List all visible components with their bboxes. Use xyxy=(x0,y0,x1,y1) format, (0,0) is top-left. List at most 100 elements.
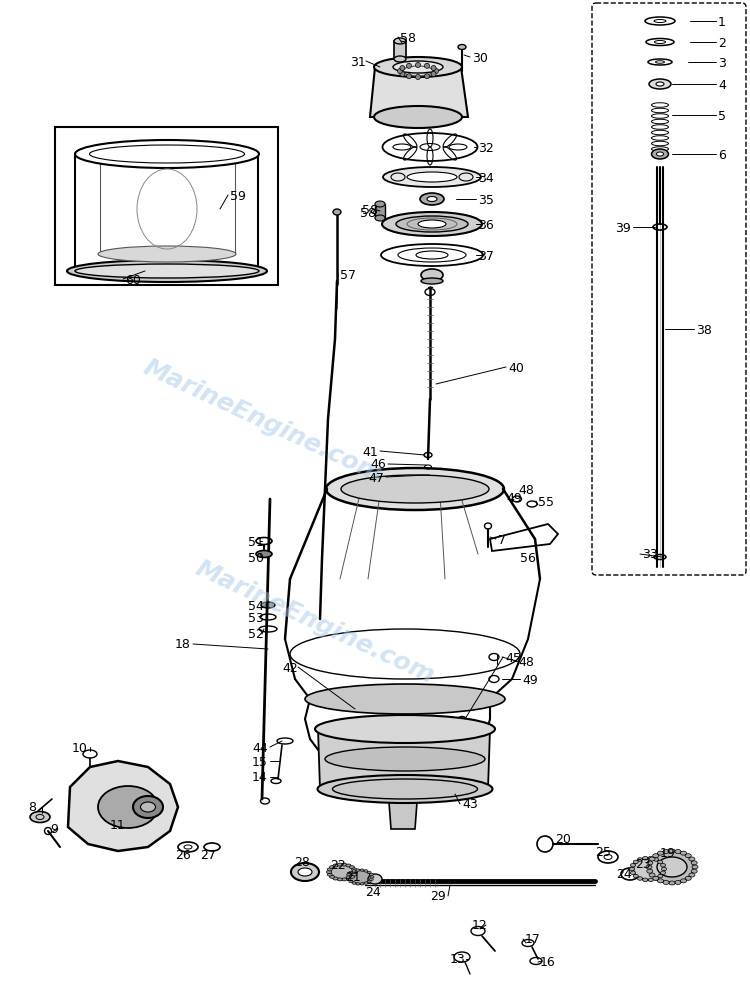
Ellipse shape xyxy=(652,877,658,881)
Ellipse shape xyxy=(421,270,443,282)
Ellipse shape xyxy=(658,861,663,864)
Ellipse shape xyxy=(30,812,50,823)
Ellipse shape xyxy=(638,877,643,881)
Text: 59: 59 xyxy=(230,189,246,202)
Text: 8: 8 xyxy=(28,801,36,814)
Text: 6: 6 xyxy=(718,148,726,161)
Ellipse shape xyxy=(394,57,406,63)
Ellipse shape xyxy=(364,870,368,873)
Ellipse shape xyxy=(327,873,332,876)
Ellipse shape xyxy=(646,865,652,869)
Text: 22: 22 xyxy=(330,859,346,872)
Ellipse shape xyxy=(648,878,653,882)
Ellipse shape xyxy=(352,873,357,876)
Ellipse shape xyxy=(352,882,356,885)
Text: 46: 46 xyxy=(370,458,386,471)
Ellipse shape xyxy=(375,201,385,207)
Ellipse shape xyxy=(633,858,663,880)
Ellipse shape xyxy=(638,858,643,862)
Text: 2: 2 xyxy=(718,36,726,49)
Ellipse shape xyxy=(341,476,489,503)
Text: 53: 53 xyxy=(248,611,264,624)
Ellipse shape xyxy=(342,864,346,867)
Ellipse shape xyxy=(650,851,694,883)
Ellipse shape xyxy=(375,215,385,221)
Text: 28: 28 xyxy=(294,856,310,869)
Text: 1: 1 xyxy=(718,15,726,28)
Ellipse shape xyxy=(98,246,236,263)
Ellipse shape xyxy=(352,871,358,874)
Ellipse shape xyxy=(458,45,466,50)
Ellipse shape xyxy=(333,209,341,215)
Bar xyxy=(394,42,406,60)
Text: 56: 56 xyxy=(520,551,536,564)
Ellipse shape xyxy=(633,875,638,878)
Ellipse shape xyxy=(631,864,635,867)
Text: 35: 35 xyxy=(478,193,494,206)
Ellipse shape xyxy=(656,83,664,87)
Ellipse shape xyxy=(140,803,155,813)
Ellipse shape xyxy=(338,878,342,881)
Text: 48: 48 xyxy=(518,655,534,668)
Text: 30: 30 xyxy=(472,51,488,64)
Text: 24: 24 xyxy=(365,886,381,899)
Ellipse shape xyxy=(692,870,698,874)
Ellipse shape xyxy=(327,868,332,871)
Text: 16: 16 xyxy=(540,956,556,969)
Ellipse shape xyxy=(346,864,351,867)
Ellipse shape xyxy=(649,873,655,877)
Circle shape xyxy=(400,66,405,71)
Text: 3: 3 xyxy=(718,56,726,69)
Ellipse shape xyxy=(350,876,355,879)
Text: 4: 4 xyxy=(718,78,726,91)
Text: 60: 60 xyxy=(125,274,141,287)
Text: 42: 42 xyxy=(282,661,298,673)
Ellipse shape xyxy=(656,153,664,157)
Bar xyxy=(55,128,278,286)
Ellipse shape xyxy=(329,866,334,869)
Circle shape xyxy=(424,74,430,79)
Circle shape xyxy=(398,69,403,74)
Ellipse shape xyxy=(643,878,648,882)
Text: 40: 40 xyxy=(508,361,524,374)
Ellipse shape xyxy=(333,864,338,867)
Text: 25: 25 xyxy=(595,846,610,859)
Ellipse shape xyxy=(291,863,319,881)
Bar xyxy=(375,204,385,218)
Ellipse shape xyxy=(356,869,360,872)
Ellipse shape xyxy=(368,874,382,884)
Ellipse shape xyxy=(643,857,648,860)
Ellipse shape xyxy=(669,849,675,853)
Text: 47: 47 xyxy=(368,471,384,484)
Ellipse shape xyxy=(346,877,351,880)
Polygon shape xyxy=(68,762,178,851)
Text: 12: 12 xyxy=(472,919,488,932)
Text: 7: 7 xyxy=(498,533,506,546)
Ellipse shape xyxy=(407,172,457,182)
Ellipse shape xyxy=(629,868,634,871)
Text: 44: 44 xyxy=(252,740,268,754)
Circle shape xyxy=(433,69,439,74)
Text: 21: 21 xyxy=(345,871,361,884)
Ellipse shape xyxy=(349,872,352,874)
Ellipse shape xyxy=(370,876,374,879)
Ellipse shape xyxy=(675,850,681,854)
Text: 26: 26 xyxy=(175,849,190,862)
Text: 15: 15 xyxy=(252,755,268,768)
Text: 9: 9 xyxy=(50,823,58,836)
Ellipse shape xyxy=(646,861,652,865)
Text: 31: 31 xyxy=(350,55,366,68)
Ellipse shape xyxy=(382,134,478,162)
Text: 34: 34 xyxy=(478,171,494,184)
Text: 17: 17 xyxy=(525,933,541,946)
Ellipse shape xyxy=(369,874,374,876)
Text: 11: 11 xyxy=(110,819,126,832)
Ellipse shape xyxy=(631,871,635,875)
Ellipse shape xyxy=(349,870,371,884)
Ellipse shape xyxy=(669,881,675,885)
Text: 5: 5 xyxy=(718,109,726,122)
Ellipse shape xyxy=(382,212,482,236)
Ellipse shape xyxy=(330,865,354,880)
Ellipse shape xyxy=(658,875,663,878)
Ellipse shape xyxy=(675,881,681,885)
